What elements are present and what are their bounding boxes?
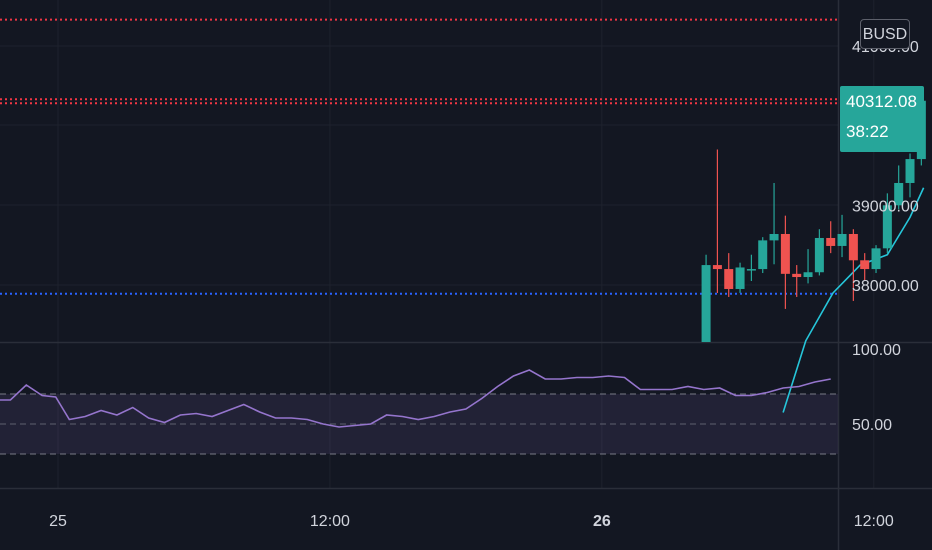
rsi-tick-label: 50.00 xyxy=(852,417,892,434)
candle-body xyxy=(871,248,881,270)
candle-body xyxy=(905,159,915,183)
candle-up xyxy=(746,254,756,282)
time-tick-label: 25 xyxy=(49,513,67,530)
candle-body xyxy=(837,233,847,246)
time-tick-label: 12:00 xyxy=(310,513,350,530)
candle-down xyxy=(848,229,858,301)
candle-up xyxy=(735,262,745,293)
candle-up xyxy=(905,153,915,198)
candle-body xyxy=(894,182,904,206)
candle-up xyxy=(701,254,711,342)
candle-down xyxy=(826,221,836,254)
rsi-line xyxy=(0,369,831,428)
candle-down xyxy=(860,253,870,282)
rsi-band xyxy=(0,393,838,455)
candle-body xyxy=(701,265,711,342)
candle-down xyxy=(780,215,790,309)
rsi-indicator xyxy=(0,369,831,428)
candle-up xyxy=(803,249,813,284)
ma-line xyxy=(782,187,925,413)
candle-body xyxy=(769,233,779,241)
candle-up xyxy=(871,245,881,274)
candle-up xyxy=(894,165,904,210)
last-price-tag: 40312.08 38:22 xyxy=(840,86,924,152)
candle-body xyxy=(814,237,824,273)
candle-body xyxy=(826,237,836,246)
candle-down xyxy=(712,149,722,293)
candle-body xyxy=(882,205,892,249)
candle-body xyxy=(712,265,722,270)
candle-body xyxy=(860,260,870,270)
candle-down xyxy=(724,253,734,297)
price-tick-label: 39000.00 xyxy=(852,198,919,215)
candle-body xyxy=(780,233,790,274)
candle-body xyxy=(746,269,756,271)
candles xyxy=(701,97,926,342)
last-price-value: 40312.08 xyxy=(846,92,917,111)
time-tick-label: 26 xyxy=(593,513,611,530)
candle-body xyxy=(803,272,813,278)
candle-countdown: 38:22 xyxy=(846,122,889,141)
candle-up xyxy=(837,214,847,258)
axes: 41000.0039000.0038000.00100.0050.002512:… xyxy=(49,39,919,530)
candle-up xyxy=(769,182,779,265)
rsi-band-fill xyxy=(0,394,838,454)
candle-body xyxy=(735,267,745,289)
candle-body xyxy=(848,233,858,261)
rsi-tick-label: 100.00 xyxy=(852,342,901,359)
candle-up xyxy=(814,229,824,276)
time-tick-label: 12:00 xyxy=(854,513,894,530)
price-tick-label: 38000.00 xyxy=(852,278,919,295)
candle-up xyxy=(882,193,892,254)
candle-body xyxy=(792,273,802,278)
currency-badge[interactable]: BUSD xyxy=(860,19,910,49)
candle-body xyxy=(724,269,734,289)
candle-up xyxy=(758,237,768,274)
candle-down xyxy=(792,265,802,297)
candle-body xyxy=(758,240,768,270)
moving-average xyxy=(782,187,925,413)
